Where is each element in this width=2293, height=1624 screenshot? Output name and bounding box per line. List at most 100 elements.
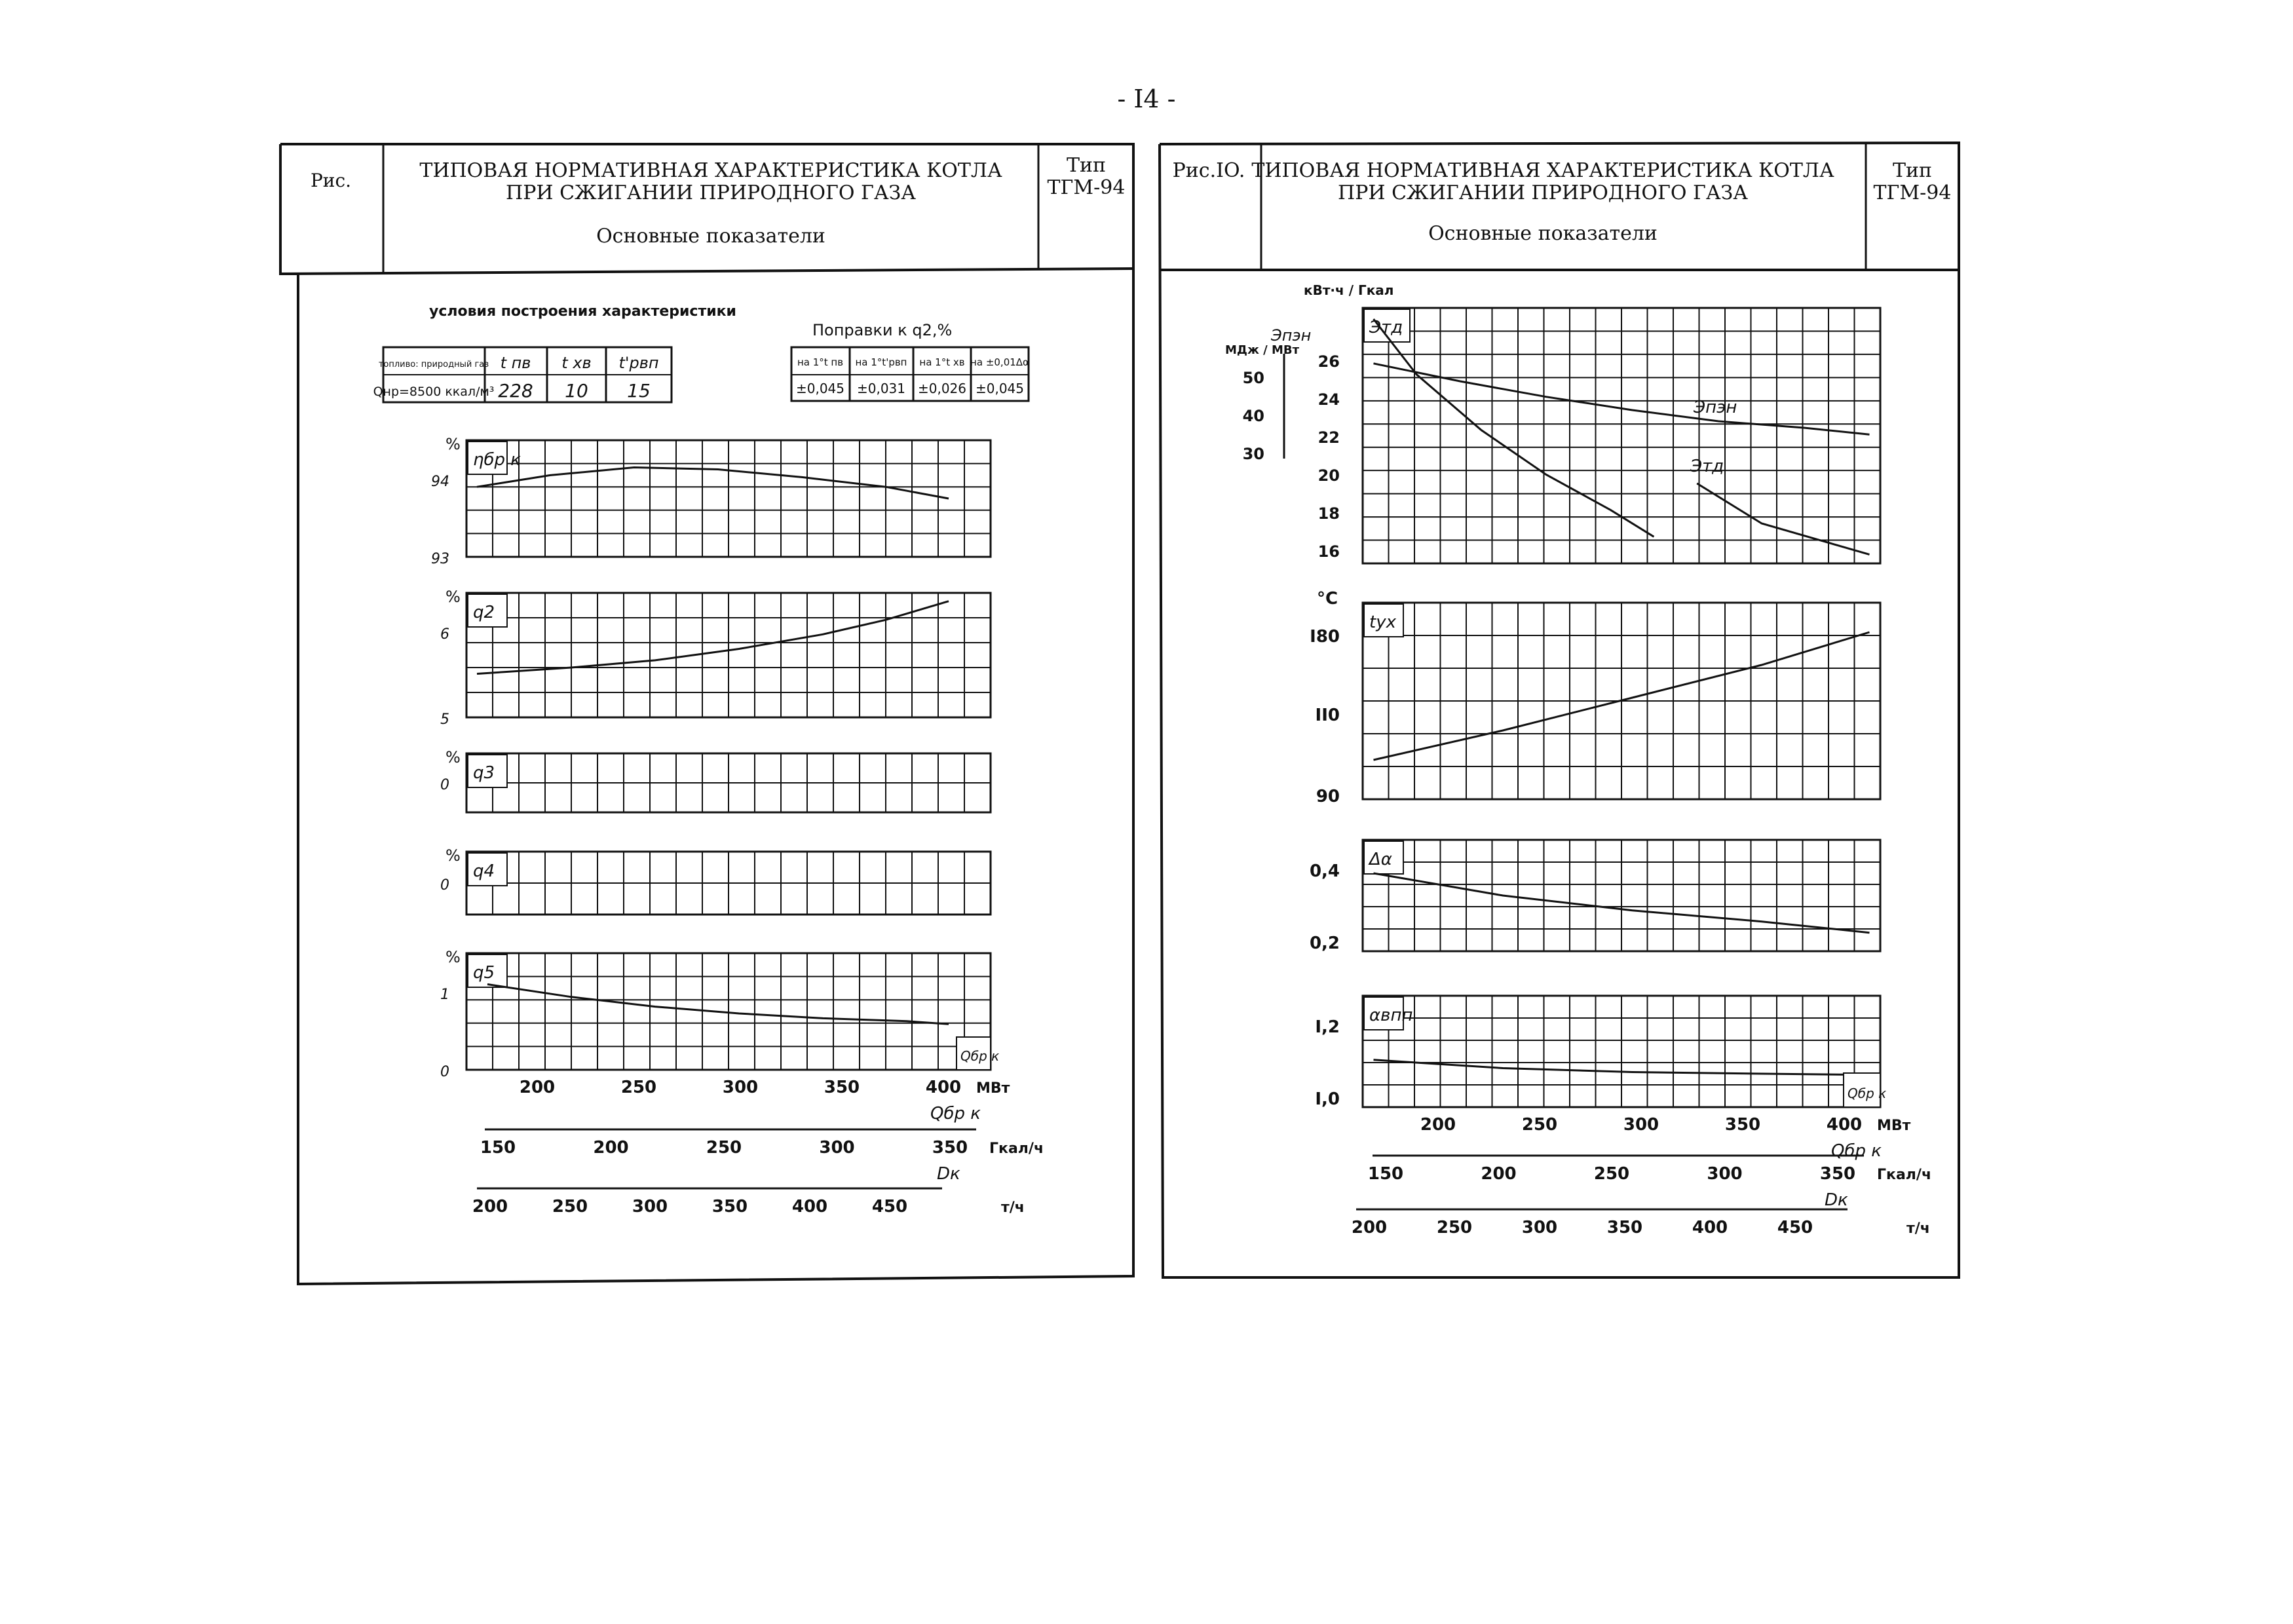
axis2-tick-label: 150 — [1368, 1164, 1403, 1184]
y-tick-label: I,0 — [1315, 1089, 1340, 1109]
left-subtitle: Основные показатели — [596, 225, 825, 248]
axis3-unit: т/ч — [1001, 1199, 1025, 1216]
series-label: ηбр к — [473, 450, 521, 470]
series-line — [1373, 318, 1655, 538]
y-unit-label: % — [445, 948, 461, 966]
y-tick-label: 0,2 — [1310, 934, 1340, 953]
series-line — [1373, 631, 1870, 761]
series-label: q5 — [473, 963, 495, 983]
y-tick-label: 30 — [1243, 445, 1264, 463]
corr-v1: ±0,045 — [796, 381, 844, 396]
y-tick-label: 0 — [440, 777, 449, 793]
axis2-label: Dк — [937, 1164, 960, 1184]
conditions-table: топливо: природный газ Qнр=8500 ккал/м³ … — [373, 346, 673, 404]
y-unit-label: °C — [1317, 589, 1338, 609]
axis1-tick-label: 350 — [824, 1078, 860, 1097]
y-tick-label: 20 — [1318, 466, 1340, 485]
left-figure: Рис. ТИПОВАЯ НОРМАТИВНАЯ ХАРАКТЕРИСТИКА … — [279, 143, 1135, 1286]
y-tick-label: 0,4 — [1310, 861, 1340, 881]
series-label: Δα — [1368, 850, 1392, 869]
axis3-tick-label: 350 — [1607, 1218, 1642, 1237]
series-line — [476, 466, 949, 500]
grid-lines — [1363, 603, 1880, 799]
series-label-box — [467, 441, 508, 475]
y-tick-label: 94 — [431, 474, 449, 490]
grid-lines — [466, 440, 991, 557]
axis1-tick-label: 300 — [1623, 1115, 1659, 1135]
y-tick-label: I80 — [1310, 627, 1340, 647]
right-2-panel: °C tух I80 II0 90 — [1310, 589, 1882, 806]
page-number: - I4 - — [1117, 85, 1175, 113]
axis3-tick-label: 250 — [1437, 1218, 1472, 1237]
right-figure: Рис.IO. ТИПОВАЯ НОРМАТИВНАЯ ХАРАКТЕРИСТИ… — [1158, 141, 1960, 1279]
axis3-tick-label: 350 — [712, 1197, 748, 1217]
axis2-tick-label: 200 — [1481, 1164, 1516, 1184]
x-label-inset: Qбр к — [960, 1048, 999, 1064]
series-label-box — [1363, 996, 1404, 1030]
cond-h2: t пв — [501, 354, 531, 372]
axis3-tick-label: 450 — [872, 1197, 907, 1217]
series-line — [1696, 482, 1870, 556]
right-title-line2: ПРИ СЖИГАНИИ ПРИРОДНОГО ГАЗА — [1338, 181, 1748, 204]
axis3-tick-label: 200 — [472, 1197, 508, 1217]
y-tick-label: 40 — [1243, 407, 1264, 425]
y-tick-label: 1 — [440, 987, 449, 1003]
series-line — [487, 983, 949, 1025]
series-label: Эпэн — [1693, 398, 1737, 417]
axis1-tick-label: 300 — [723, 1078, 758, 1097]
y-unit-label: % — [445, 588, 461, 606]
y-tick-label: 5 — [440, 711, 449, 728]
grid-lines — [1363, 840, 1880, 951]
axis3-tick-label: 300 — [1522, 1218, 1557, 1237]
grid-lines — [466, 852, 991, 915]
axis1-tick-label: 200 — [1420, 1115, 1456, 1135]
series-line — [1373, 362, 1870, 436]
series-line — [476, 600, 949, 675]
axis3-tick-label: 250 — [552, 1197, 588, 1217]
right-title-line1: ТИПОВАЯ НОРМАТИВНАЯ ХАРАКТЕРИСТИКА КОТЛА — [1251, 159, 1834, 182]
cond-v4: 15 — [627, 380, 651, 402]
corr-h2: на 1°t'рвп — [856, 356, 907, 368]
grid-lines — [1363, 996, 1880, 1107]
y-unit-label: % — [445, 748, 461, 766]
axis2-tick-label: 300 — [819, 1138, 854, 1158]
grid-lines — [466, 593, 991, 717]
y-tick-label: II0 — [1316, 706, 1340, 725]
x-label-inset: Qбр к — [1848, 1086, 1886, 1101]
axis2-tick-label: 250 — [706, 1138, 742, 1158]
cond-h4: t'рвп — [618, 354, 658, 372]
series-label: Эпэн — [1270, 326, 1311, 345]
y-tick-label: 22 — [1318, 428, 1340, 447]
right-axes-group: 200 250 300 350 400 МВт Qбр к 150 200 250 300 350 Гк… — [1352, 1115, 1931, 1237]
series-label-box — [1363, 840, 1404, 875]
y-tick-label: 0 — [440, 877, 449, 894]
axis1-unit: МВт — [976, 1080, 1010, 1097]
y-tick-label: 24 — [1318, 390, 1340, 409]
series-label: q2 — [473, 603, 495, 622]
left-header-bottom — [280, 267, 1134, 275]
right-type-value: ТГМ-94 — [1874, 181, 1952, 204]
cond-h3: t хв — [561, 354, 591, 372]
corr-h4: на ±0,01Δα — [970, 356, 1029, 368]
series-line — [1373, 1059, 1870, 1076]
axis3-tick-label: 400 — [792, 1197, 827, 1217]
y-unit-top: кВт·ч / Гкал — [1304, 282, 1393, 298]
axis3-tick-label: 400 — [1692, 1218, 1728, 1237]
left-axes-group: 200 250 300 350 400 МВт Qбр к 150 200 250 300 350 Гк… — [472, 1078, 1044, 1217]
y-tick-label: 50 — [1243, 369, 1264, 387]
corr-h3: на 1°t хв — [919, 356, 964, 368]
axis2-unit: Гкал/ч — [1877, 1167, 1931, 1183]
axis3-tick-label: 450 — [1777, 1218, 1813, 1237]
corrections-table: на 1°t пв ±0,045 на 1°t'рвп ±0,031 на 1°… — [790, 346, 1030, 402]
axis1-tick-label: 250 — [621, 1078, 656, 1097]
axis1-tick-label: 400 — [1827, 1115, 1862, 1135]
y-unit-left: МДж / МВт — [1225, 343, 1300, 357]
right-4-panel: αвпп I,2 I,0 Qбр к — [1315, 994, 1886, 1109]
right-fig-label: Рис.IO. — [1173, 159, 1245, 182]
axis2-tick-label: 350 — [932, 1138, 968, 1158]
left-title-line1: ТИПОВАЯ НОРМАТИВНАЯ ХАРАКТЕРИСТИКА КОТЛА — [419, 159, 1002, 182]
cond-h1: топливо: природный газ — [379, 360, 489, 369]
y-tick-label: 93 — [431, 551, 449, 567]
right-subtitle: Основные показатели — [1428, 222, 1658, 245]
